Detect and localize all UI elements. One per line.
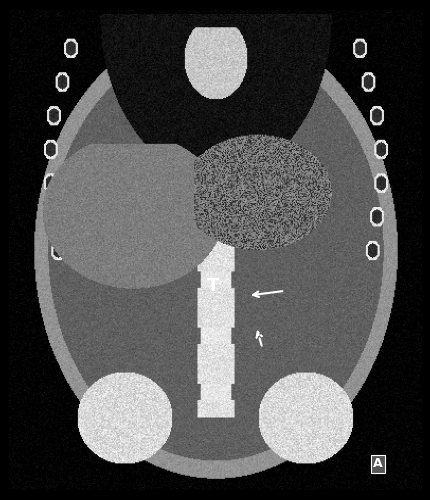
Text: A: A: [373, 457, 383, 470]
Text: T: T: [207, 277, 219, 295]
